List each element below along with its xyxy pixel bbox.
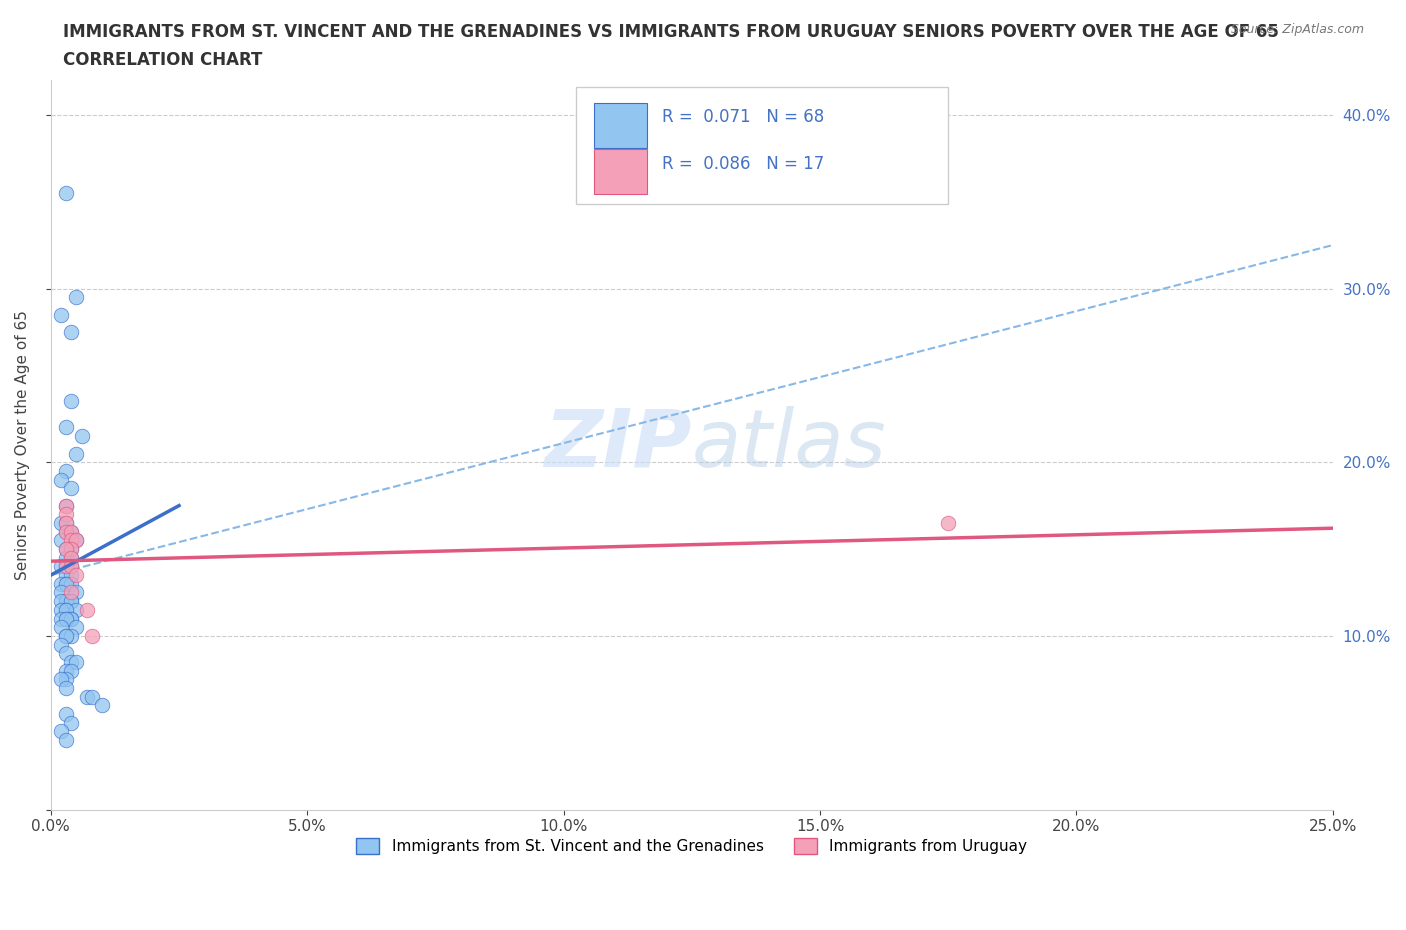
Point [49,559,72,574]
Text: IMMIGRANTS FROM ST. VINCENT AND THE GRENADINES VS IMMIGRANTS FROM URUGUAY SENIOR: IMMIGRANTS FROM ST. VINCENT AND THE GREN… [63,23,1279,41]
Point [60,629,83,644]
Point [55,611,77,626]
Point [65,533,87,548]
Point [49,619,72,634]
Point [60,525,83,539]
Point [55,551,77,565]
Point [60,577,83,591]
Point [55,629,77,644]
Point [55,603,77,618]
Point [55,663,77,678]
Point [55,541,77,556]
Point [55,559,77,574]
Point [60,715,83,730]
Point [55,498,77,513]
Point [55,420,77,435]
Point [60,559,83,574]
Point [70,429,93,444]
Point [49,533,72,548]
Point [55,577,77,591]
Point [65,585,87,600]
Point [65,567,87,582]
Point [55,525,77,539]
Point [49,515,72,530]
Point [55,593,77,608]
Point [60,541,83,556]
Point [80,629,103,644]
Y-axis label: Seniors Poverty Over the Age of 65: Seniors Poverty Over the Age of 65 [15,310,30,579]
FancyBboxPatch shape [595,150,647,193]
Point [80,689,103,704]
Point [55,515,77,530]
Point [65,290,87,305]
Point [60,567,83,582]
Point [49,611,72,626]
Point [55,671,77,686]
Point [60,655,83,670]
Point [76,689,98,704]
Point [60,611,83,626]
Point [65,446,87,461]
Point [55,463,77,478]
Point [60,325,83,339]
Text: CORRELATION CHART: CORRELATION CHART [63,51,263,69]
Point [55,593,77,608]
Point [49,307,72,322]
Point [55,498,77,513]
Point [60,551,83,565]
Point [49,637,72,652]
Point [60,559,83,574]
FancyBboxPatch shape [576,87,948,204]
Point [65,533,87,548]
Point [49,472,72,487]
Point [60,663,83,678]
Point [60,394,83,409]
Point [55,559,77,574]
Point [55,629,77,644]
Text: R =  0.086   N = 17: R = 0.086 N = 17 [662,155,824,173]
Text: atlas: atlas [692,405,887,484]
Point [55,541,77,556]
Point [55,733,77,748]
Text: R =  0.071   N = 68: R = 0.071 N = 68 [662,108,824,126]
Point [91,698,114,712]
Point [55,645,77,660]
Point [49,724,72,738]
Point [60,525,83,539]
Point [76,603,98,618]
Point [65,603,87,618]
Point [49,593,72,608]
Point [55,186,77,201]
Point [55,507,77,522]
Point [55,611,77,626]
Point [60,593,83,608]
Point [60,551,83,565]
Point [65,619,87,634]
Point [49,577,72,591]
Text: ZIP: ZIP [544,405,692,484]
Point [60,593,83,608]
Point [936,515,959,530]
Point [55,567,77,582]
Legend: Immigrants from St. Vincent and the Grenadines, Immigrants from Uruguay: Immigrants from St. Vincent and the Gren… [350,832,1033,860]
Text: Source: ZipAtlas.com: Source: ZipAtlas.com [1230,23,1364,36]
Point [60,585,83,600]
Point [55,577,77,591]
Point [49,671,72,686]
Point [60,541,83,556]
Point [55,525,77,539]
Point [55,603,77,618]
FancyBboxPatch shape [595,103,647,148]
Point [60,481,83,496]
Point [60,533,83,548]
Point [65,655,87,670]
Point [49,585,72,600]
Point [55,515,77,530]
Point [55,707,77,722]
Point [60,611,83,626]
Point [55,681,77,696]
Point [49,603,72,618]
